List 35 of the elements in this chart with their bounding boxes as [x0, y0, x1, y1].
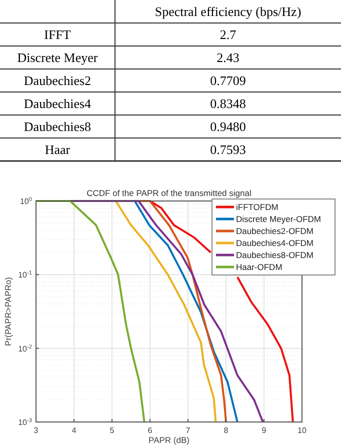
text: 2.7: [220, 27, 236, 42]
y-tick-label: 10$^{-1}$: [18, 270, 32, 280]
legend-label: Daubechies8-OFDM: [236, 250, 314, 260]
chart-title: CCDF of the PAPR of the transmitted signal: [86, 188, 252, 198]
y-tick-label: 10$^{0}$: [20, 197, 32, 206]
y-tick-label: 10$^{-3}$: [18, 418, 32, 427]
legend-label: Daubechies2-OFDM: [236, 226, 314, 236]
y-axis-title: Pr(PAPR>PAPRo): [3, 276, 13, 346]
category-label: Haar: [44, 142, 71, 157]
text: Spectral efficiency (bps/Hz): [154, 4, 302, 19]
text: 2.43: [216, 50, 240, 65]
text: 0.9480: [210, 119, 246, 134]
legend-label: Daubechies4-OFDM: [236, 238, 314, 248]
x-tick-label: 6: [148, 426, 153, 435]
x-tick-label: 10: [298, 426, 307, 435]
text: 0.7709: [210, 73, 246, 88]
legend-label: iFFTOFDM: [236, 202, 278, 212]
x-tick-label: 9: [262, 426, 267, 435]
legend-label: Discrete Meyer-OFDM: [236, 214, 322, 224]
x-axis-title: PAPR (dB): [148, 435, 190, 445]
category-label: Daubechies4: [24, 96, 92, 111]
text: 0.7593: [210, 142, 246, 157]
category-label: IFFT: [44, 27, 71, 42]
y-tick-label: 10$^{-2}$: [18, 344, 32, 354]
line-series: [35, 200, 146, 423]
text: 0.8348: [210, 96, 246, 111]
category-label: Discrete Meyer: [17, 50, 98, 65]
legend-label: Haar-OFDM: [236, 262, 282, 272]
x-tick-label: 3: [34, 426, 39, 435]
category-label: Daubechies2: [24, 73, 92, 88]
category-label: Daubechies8: [24, 119, 92, 134]
x-tick-label: 5: [110, 426, 115, 435]
x-tick-label: 4: [72, 426, 77, 435]
x-tick-label: 8: [224, 426, 229, 435]
x-tick-label: 7: [186, 426, 191, 435]
